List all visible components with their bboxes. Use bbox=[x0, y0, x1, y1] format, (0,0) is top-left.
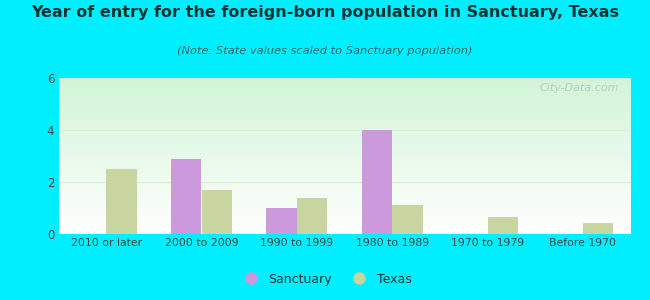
Text: (Note: State values scaled to Sanctuary population): (Note: State values scaled to Sanctuary … bbox=[177, 46, 473, 56]
Bar bbox=[106, 169, 136, 234]
Bar bbox=[202, 190, 232, 234]
Bar bbox=[488, 217, 518, 234]
Bar bbox=[361, 130, 392, 234]
Bar bbox=[297, 198, 328, 234]
Bar bbox=[266, 208, 297, 234]
Bar bbox=[583, 223, 614, 234]
Legend: Sanctuary, Texas: Sanctuary, Texas bbox=[233, 268, 417, 291]
Text: City-Data.com: City-Data.com bbox=[540, 83, 619, 93]
Text: Year of entry for the foreign-born population in Sanctuary, Texas: Year of entry for the foreign-born popul… bbox=[31, 4, 619, 20]
Bar bbox=[392, 206, 422, 234]
Bar bbox=[171, 159, 202, 234]
